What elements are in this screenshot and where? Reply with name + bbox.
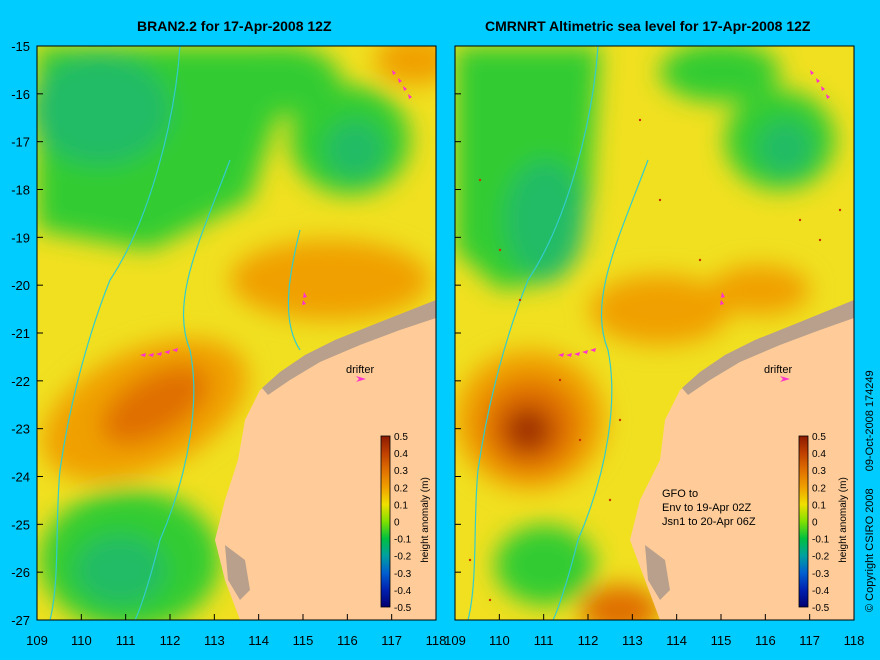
y-tick-label: -25 — [11, 517, 30, 532]
copyright-text: © Copyright CSIRO 2008 — [864, 488, 876, 612]
x-tick-label: 111 — [534, 633, 554, 648]
drifter-tracks-right — [558, 70, 830, 382]
x-tick-label: 110 — [489, 633, 510, 648]
y-tick-label: -16 — [11, 87, 30, 102]
drifter-marker-left — [356, 376, 366, 382]
x-tick-label: 111 — [116, 633, 136, 648]
title-left: BRAN2.2 for 17-Apr-2008 12Z — [137, 18, 332, 34]
y-tick-label: -24 — [11, 470, 30, 485]
copyright-block: © Copyright CSIRO 2008 09-Oct-2008 17424… — [864, 356, 876, 612]
title-right: CMRNRT Altimetric sea level for 17-Apr-2… — [485, 18, 811, 34]
y-tick-label: -18 — [11, 183, 30, 198]
x-axis-ticks-left: 109 110 111 112 113 114 115 116 117 118 — [26, 614, 446, 648]
colorbar-tick-label: -0.2 — [812, 552, 830, 563]
x-tick-label: 113 — [204, 633, 225, 648]
colorbar-tick-label: -0.5 — [812, 603, 830, 614]
colorbar-tick-label: 0.5 — [812, 432, 826, 443]
satellite-note-line-2: Env to 19-Apr 02Z — [662, 502, 752, 514]
y-tick-label: -26 — [11, 565, 30, 580]
colorbar-right — [798, 435, 809, 608]
colorbar-tick-label: 0.4 — [394, 449, 408, 460]
satellite-note: GFO to Env to 19-Apr 02Z Jsn1 to 20-Apr … — [662, 488, 756, 528]
altimeter-track-points — [468, 118, 842, 602]
y-tick-label: -17 — [11, 135, 30, 150]
drifter-marker-right — [780, 376, 790, 382]
x-tick-label: 114 — [666, 633, 687, 648]
drifter-label-right: drifter — [764, 364, 792, 376]
colorbar-tick-label: -0.4 — [394, 586, 412, 597]
colorbar-ticks-left: 0.5 0.4 0.3 0.2 0.1 0 -0.1 -0.2 -0.3 -0.4 -0.5 — [394, 432, 412, 614]
colorbar-tick-label: 0.3 — [394, 466, 408, 477]
x-tick-label: 112 — [578, 633, 599, 648]
colorbar-tick-label: 0.2 — [394, 483, 408, 494]
colorbar-tick-label: 0.1 — [394, 500, 408, 511]
x-tick-label: 116 — [755, 633, 776, 648]
colorbar-tick-label: 0 — [812, 518, 818, 529]
x-axis-ticks-right: 109 110 111 112 113 114 115 116 117 118 — [444, 614, 864, 648]
y-tick-label: -23 — [11, 422, 30, 437]
colorbar-tick-label: 0.2 — [812, 483, 826, 494]
colorbar-tick-label: 0.1 — [812, 500, 826, 511]
colorbar-tick-label: -0.3 — [394, 569, 412, 580]
colorbar-tick-label: -0.1 — [812, 535, 830, 546]
y-tick-label: -20 — [11, 278, 30, 293]
y-tick-label: -15 — [11, 39, 30, 54]
drifter-tracks-left — [140, 70, 412, 382]
colorbar-tick-label: 0.3 — [812, 466, 826, 477]
colorbar-tick-label: -0.5 — [394, 603, 412, 614]
colorbar-tick-label: -0.2 — [394, 552, 412, 563]
y-tick-label: -19 — [11, 230, 30, 245]
y-tick-label: -27 — [11, 613, 30, 628]
x-tick-label: 109 — [26, 633, 48, 648]
x-tick-label: 113 — [622, 633, 643, 648]
y-axis-ticks: -15 -16 -17 -18 -19 -20 -21 -22 -23 -24 -25 -26 -27 — [11, 39, 461, 628]
colorbar-tick-label: -0.3 — [812, 569, 830, 580]
colorbar-tick-label: 0.4 — [812, 449, 826, 460]
y-tick-label: -22 — [11, 374, 30, 389]
colorbar-tick-label: 0 — [394, 518, 400, 529]
y-tick-label: -21 — [11, 326, 30, 341]
colorbar-left — [380, 435, 391, 608]
satellite-note-line-3: Jsn1 to 20-Apr 06Z — [662, 516, 756, 528]
colorbar-tick-label: 0.5 — [394, 432, 408, 443]
x-tick-label: 118 — [426, 633, 447, 648]
x-tick-label: 114 — [248, 633, 269, 648]
x-tick-label: 110 — [71, 633, 92, 648]
x-tick-label: 118 — [844, 633, 865, 648]
x-tick-label: 117 — [381, 633, 402, 648]
x-tick-label: 115 — [711, 633, 732, 648]
colorbar-tick-label: -0.4 — [812, 586, 830, 597]
x-tick-label: 109 — [444, 633, 466, 648]
x-tick-label: 115 — [293, 633, 314, 648]
satellite-note-line-1: GFO to — [662, 488, 698, 500]
map-left — [37, 46, 436, 620]
colorbar-ticks-right: 0.5 0.4 0.3 0.2 0.1 0 -0.1 -0.2 -0.3 -0.4 -0.5 — [812, 432, 830, 614]
x-tick-label: 117 — [799, 633, 820, 648]
colorbar-title-left: height anomaly (m) — [420, 477, 431, 563]
drifter-label-left: drifter — [346, 364, 374, 376]
map-right — [455, 46, 854, 620]
colorbar-title-right: height anomaly (m) — [838, 477, 849, 563]
x-tick-label: 116 — [337, 633, 358, 648]
colorbar-tick-label: -0.1 — [394, 535, 412, 546]
timestamp-text: 09-Oct-2008 174249 — [864, 370, 876, 472]
x-tick-label: 112 — [160, 633, 181, 648]
